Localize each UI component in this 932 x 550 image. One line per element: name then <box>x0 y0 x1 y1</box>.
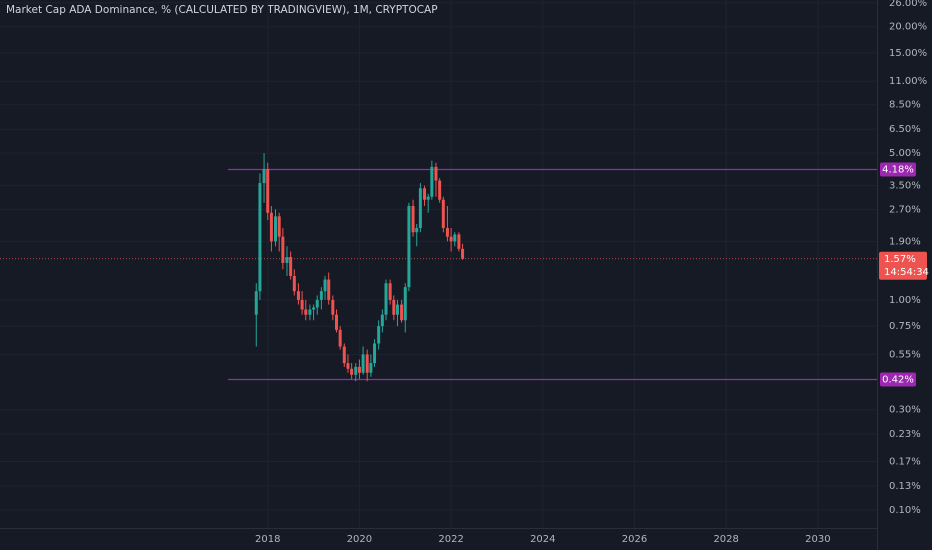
x-tick-label: 2018 <box>255 534 280 545</box>
candle-body <box>334 314 338 330</box>
candle-body <box>445 227 449 237</box>
y-tick-label: 8.50% <box>889 100 921 111</box>
candle-body <box>411 206 415 233</box>
y-tick-label: 1.00% <box>889 295 921 306</box>
y-tick-label: 0.55% <box>889 349 921 360</box>
candle-body <box>342 346 346 364</box>
last-price-label-bg <box>879 251 927 280</box>
candle-body <box>384 283 388 315</box>
level-label-bg <box>880 162 916 177</box>
candle-body <box>327 279 331 300</box>
candle-body <box>312 307 316 310</box>
chart-title: Market Cap ADA Dominance, % (CALCULATED … <box>6 4 438 16</box>
candle-body <box>461 248 465 259</box>
candle-body <box>403 287 407 321</box>
candle-body <box>300 299 304 310</box>
candle-body <box>285 257 289 263</box>
x-tick-label: 2020 <box>347 534 372 545</box>
y-tick-label: 6.50% <box>889 124 921 135</box>
candle-body <box>262 169 266 184</box>
y-tick-label: 5.00% <box>889 148 921 159</box>
candle-body <box>457 234 461 249</box>
candle-body <box>357 366 361 373</box>
level-label-bg <box>880 372 916 387</box>
candle-body <box>369 363 373 373</box>
level-label: 4.18% <box>882 165 914 176</box>
candle-body <box>453 234 457 242</box>
candle-body <box>426 196 430 200</box>
candle-body <box>400 304 404 321</box>
x-tick-label: 2022 <box>438 534 463 545</box>
y-tick-label: 0.17% <box>889 457 921 468</box>
candle-body <box>289 257 293 276</box>
candle-body <box>377 326 381 344</box>
candle-body <box>323 279 327 292</box>
y-tick-label: 2.70% <box>889 204 921 215</box>
y-tick-label: 0.23% <box>889 429 921 440</box>
candle-body <box>315 299 319 308</box>
candle-body <box>361 354 365 373</box>
x-tick-label: 2024 <box>530 534 555 545</box>
y-tick-label: 0.13% <box>889 481 921 492</box>
candle-body <box>449 236 453 242</box>
candle-body <box>354 366 358 375</box>
candle-body <box>418 188 422 228</box>
x-tick-label: 2028 <box>713 534 738 545</box>
candle-body <box>277 216 281 237</box>
candle-body <box>365 354 369 373</box>
candle-body <box>258 183 262 292</box>
candle-body <box>274 216 278 242</box>
grid <box>0 0 877 528</box>
candle-body <box>269 212 273 242</box>
candle-body <box>373 343 377 364</box>
candle-body <box>338 329 342 347</box>
candle-body <box>423 188 427 200</box>
candle-body <box>415 227 419 233</box>
candle-body <box>331 299 335 315</box>
y-tick-label: 1.90% <box>889 236 921 247</box>
y-tick-label: 0.10% <box>889 505 921 516</box>
y-tick-label: 3.50% <box>889 181 921 192</box>
candle-body <box>350 368 354 375</box>
last-price-label: 1.57% <box>884 254 916 265</box>
y-tick-label: 20.00% <box>889 22 927 33</box>
x-tick-label: 2030 <box>805 534 830 545</box>
candle-body <box>281 236 285 263</box>
y-tick-label: 11.00% <box>889 76 927 87</box>
candle-body <box>254 291 258 315</box>
candle-body <box>430 166 434 197</box>
candle-body <box>346 363 350 369</box>
candle-body <box>388 283 392 300</box>
y-tick-label: 26.00% <box>889 0 927 9</box>
candle-body <box>304 309 308 315</box>
candle-body <box>438 180 442 200</box>
x-tick-label: 2026 <box>622 534 647 545</box>
candle-body <box>292 275 296 292</box>
candle-body <box>266 169 270 213</box>
candle-body <box>395 304 399 315</box>
candle-body <box>392 299 396 315</box>
level-label: 0.42% <box>882 375 914 386</box>
candle-body <box>308 309 312 315</box>
candle-body <box>441 199 445 228</box>
candle-body <box>380 314 384 327</box>
candle-body <box>296 291 300 300</box>
y-tick-label: 15.00% <box>889 48 927 59</box>
y-tick-label: 0.30% <box>889 405 921 416</box>
y-tick-label: 0.75% <box>889 321 921 332</box>
candle-body <box>434 166 438 181</box>
candle-body <box>407 206 411 288</box>
countdown-label: 14:54:34 <box>884 267 929 278</box>
candle-body <box>319 291 323 300</box>
